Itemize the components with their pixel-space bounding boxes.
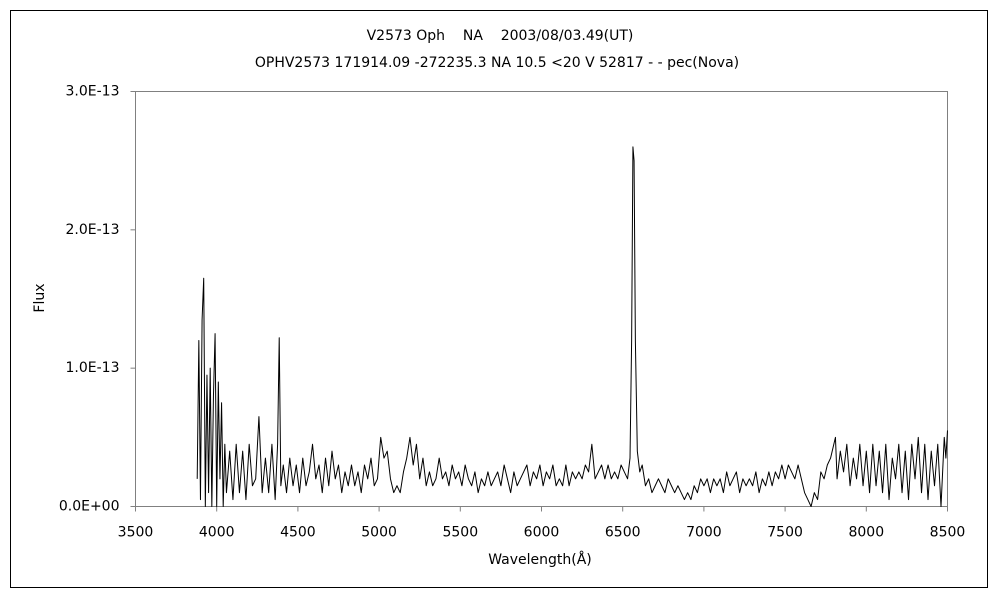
x-tick-label: 7000 [686, 525, 722, 541]
chart-border [10, 10, 988, 588]
y-tick-label: 0.0E+00 [59, 499, 120, 515]
x-tick-label: 4000 [199, 525, 235, 541]
x-tick-label: 3500 [118, 525, 154, 541]
x-axis-label: Wavelength(Å) [488, 551, 592, 568]
chart-title: V2573 Oph NA 2003/08/03.49(UT) [367, 28, 634, 44]
chart-subtitle: OPHV2573 171914.09 -272235.3 NA 10.5 <20… [255, 55, 739, 71]
y-tick-label: 2.0E-13 [66, 222, 120, 238]
x-tick-label: 7500 [767, 525, 803, 541]
y-tick-label: 1.0E-13 [66, 360, 120, 376]
y-axis-label: Flux [32, 283, 48, 312]
x-tick-label: 5500 [442, 525, 478, 541]
x-tick-label: 8000 [848, 525, 884, 541]
x-tick-label: 5000 [361, 525, 397, 541]
y-tick-label: 3.0E-13 [66, 84, 120, 100]
x-tick-label: 4500 [280, 525, 316, 541]
x-tick-label: 6000 [524, 525, 560, 541]
x-tick-label: 6500 [605, 525, 641, 541]
x-tick-label: 8500 [930, 525, 966, 541]
spectrum-line [196, 146, 948, 507]
